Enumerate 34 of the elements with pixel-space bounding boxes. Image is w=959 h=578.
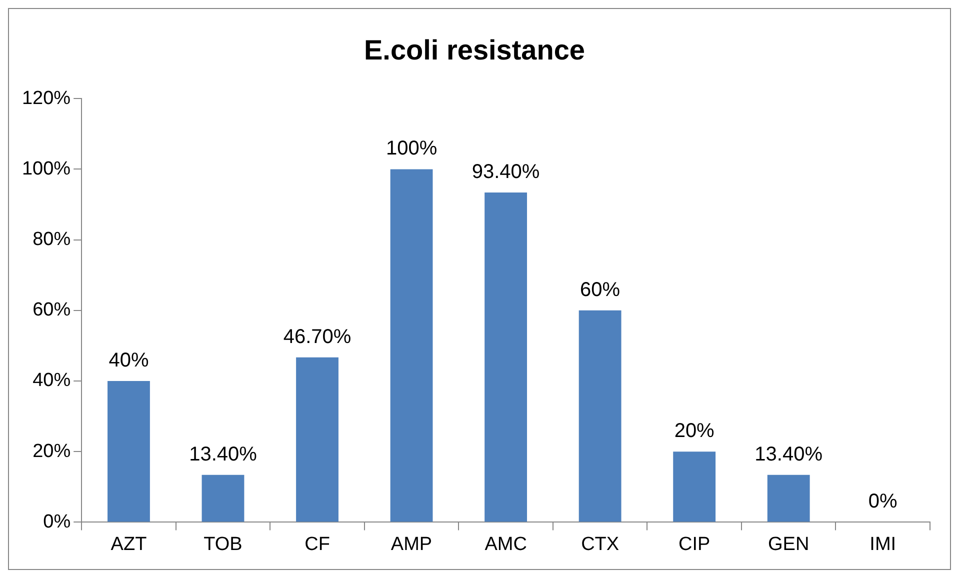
y-tick-label: 120%	[22, 88, 71, 109]
y-tick-label: 0%	[43, 511, 71, 532]
y-tick-label: 100%	[22, 158, 71, 180]
bar	[202, 474, 244, 522]
data-label: 60%	[580, 278, 620, 301]
bar	[767, 474, 810, 522]
x-tick-label: TOB	[204, 534, 242, 555]
x-tick-label: AZT	[110, 534, 148, 555]
bar	[484, 192, 528, 522]
data-label: 93.40%	[472, 161, 540, 184]
data-label: 13.40%	[754, 443, 823, 466]
bar	[108, 381, 150, 522]
x-tick-label: AMC	[484, 534, 527, 555]
y-tick-label: 20%	[32, 440, 71, 462]
chart-title: E.coli resistance	[364, 34, 586, 66]
data-label: 46.70%	[283, 326, 352, 348]
bar	[296, 357, 338, 522]
bar	[390, 169, 433, 522]
data-label: 100%	[386, 138, 438, 160]
x-tick-label: CTX	[581, 534, 620, 555]
x-tick-label: GEN	[768, 534, 810, 555]
data-label: 13.40%	[189, 443, 258, 466]
x-tick-label: IMI	[870, 534, 896, 555]
y-tick-label: 60%	[32, 300, 71, 321]
data-label: 20%	[674, 420, 715, 442]
data-label: 40%	[108, 350, 149, 372]
y-tick-label: 80%	[32, 229, 71, 250]
x-tick-label: CF	[304, 534, 330, 555]
bar	[578, 310, 622, 522]
x-tick-label: CIP	[678, 534, 710, 555]
y-tick-label: 40%	[32, 370, 71, 392]
x-tick-label: AMP	[390, 534, 432, 555]
bar	[673, 452, 716, 522]
data-label: 0%	[868, 490, 898, 513]
